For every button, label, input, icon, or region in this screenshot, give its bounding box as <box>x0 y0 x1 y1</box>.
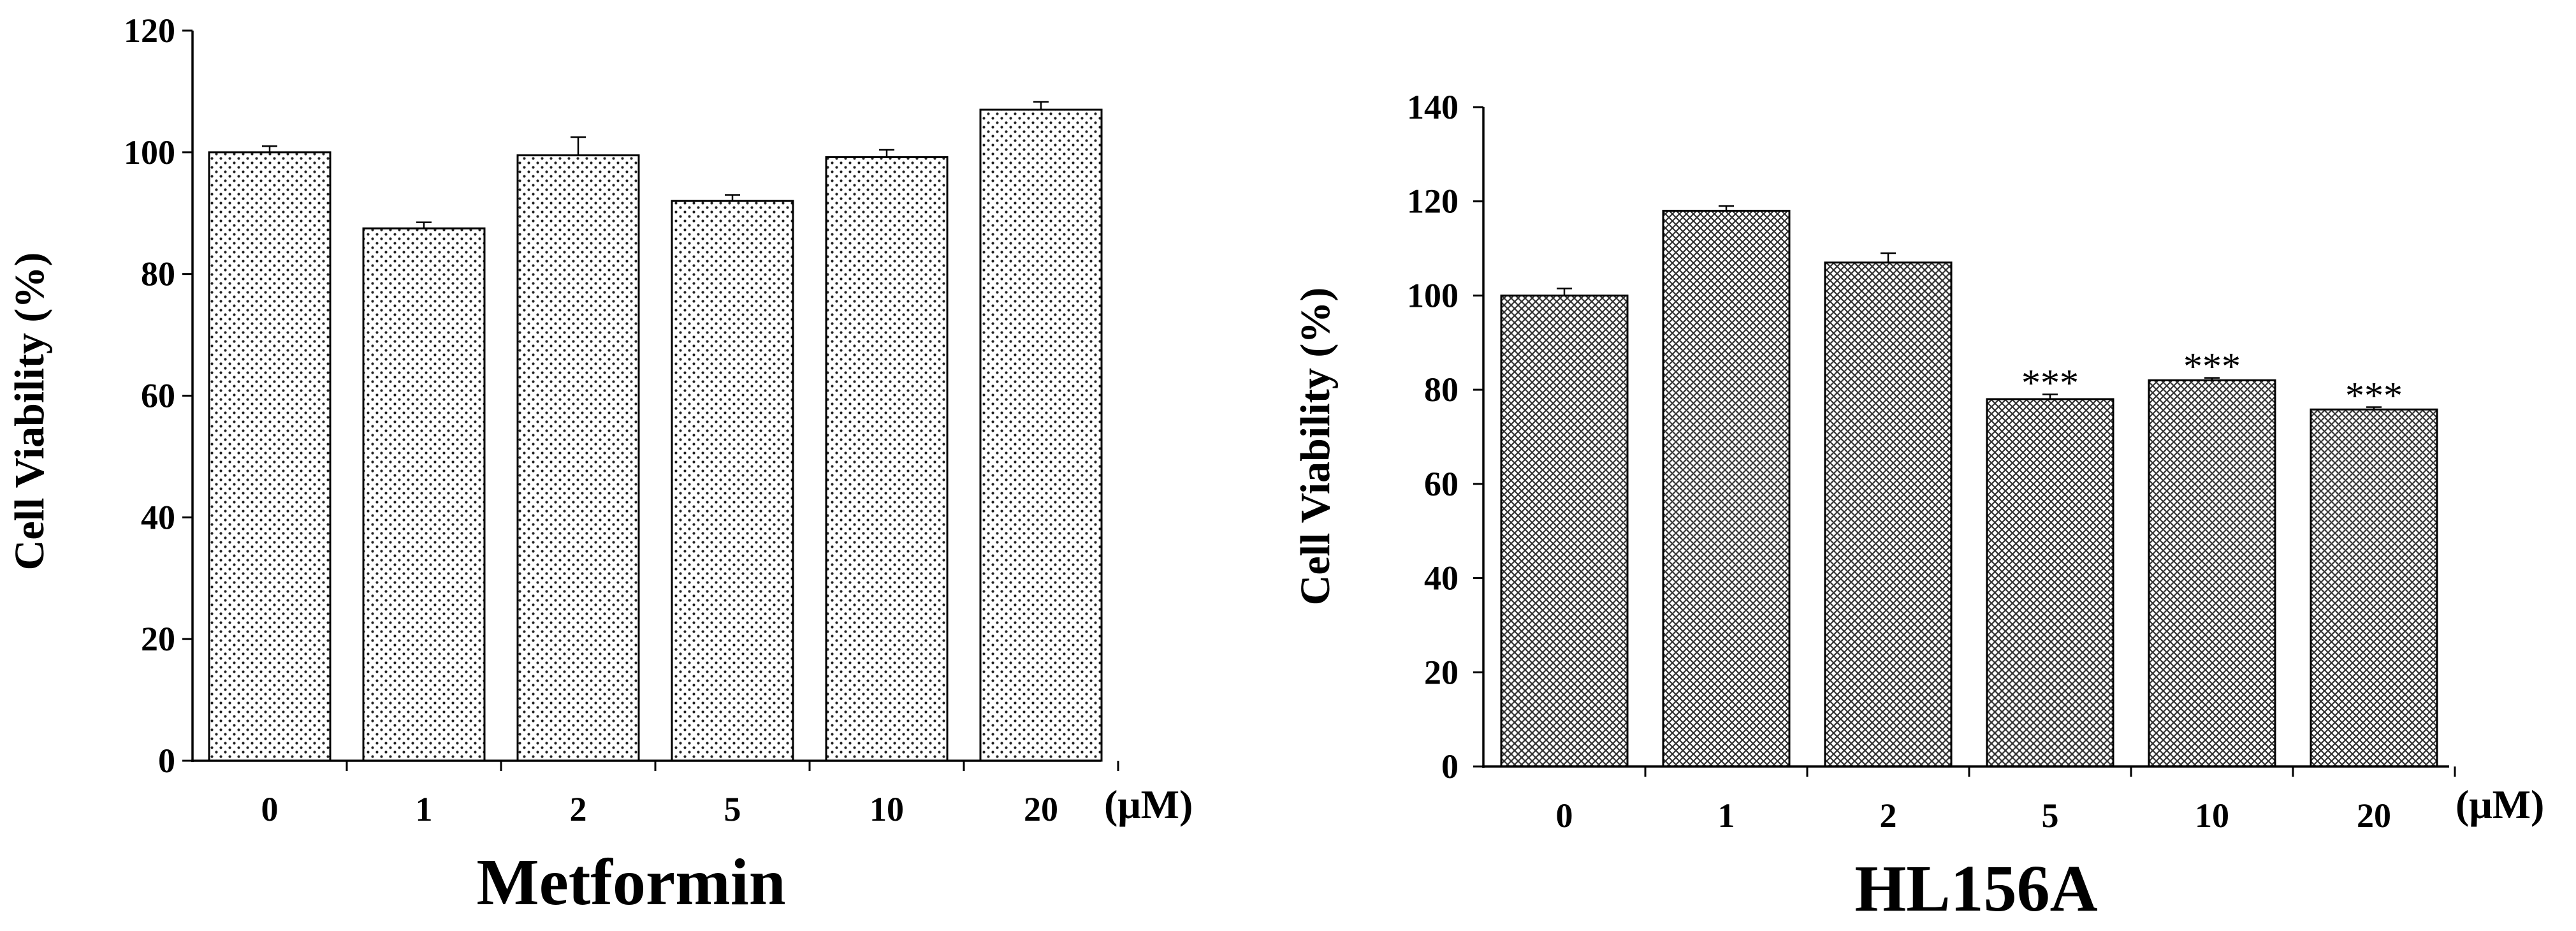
y-tick-label: 40 <box>1424 559 1459 597</box>
y-tick-label: 120 <box>124 11 175 50</box>
significance-label: *** <box>2021 362 2079 404</box>
bar <box>208 151 331 762</box>
metformin-chart: 0 20 40 60 80 100 120 0 1 2 5 10 20 Cell Viability … <box>6 11 1193 919</box>
x-tick-label: 2 <box>1880 796 1897 835</box>
bars <box>208 101 1103 762</box>
x-tick-label: 5 <box>724 790 741 828</box>
y-tick-label: 100 <box>1407 276 1459 314</box>
x-tick-label: 0 <box>261 790 279 828</box>
x-tick-label: 20 <box>1024 790 1058 828</box>
y-tick-label: 0 <box>158 742 175 780</box>
x-tick-label: 5 <box>2042 796 2059 835</box>
x-axis-title: Metformin <box>476 846 785 919</box>
x-tick-label: 0 <box>1556 796 1573 835</box>
significance-label: *** <box>2183 346 2241 388</box>
y-tick-label: 60 <box>1424 465 1459 503</box>
bar <box>2148 379 2276 768</box>
x-unit-label: (μM) <box>2456 782 2544 827</box>
y-tick-label: 0 <box>1441 747 1459 786</box>
bar <box>1662 209 1791 768</box>
bar <box>1500 294 1629 768</box>
bar <box>2310 408 2438 768</box>
bar <box>825 156 949 762</box>
y-tick-label: 20 <box>141 620 175 658</box>
x-tick-label: 2 <box>570 790 587 828</box>
x-tick-label: 1 <box>1718 796 1735 835</box>
x-tick-label: 10 <box>870 790 904 828</box>
bar <box>1986 398 2114 768</box>
x-tick-labels: 0 1 2 5 10 20 <box>1556 766 2456 835</box>
bar <box>671 200 794 762</box>
x-unit-label: (μM) <box>1104 782 1193 827</box>
x-tick-labels: 0 1 2 5 10 20 <box>261 761 1119 828</box>
x-tick-label: 10 <box>2195 796 2229 835</box>
bar <box>979 108 1103 762</box>
y-axis-label: Cell Viability (%) <box>1292 288 1339 606</box>
significance-label: *** <box>2345 374 2403 416</box>
y-tick-label: 100 <box>124 133 175 172</box>
y-axis-ticks: 0 20 40 60 80 100 120 140 <box>1407 88 1483 786</box>
y-tick-label: 80 <box>1424 370 1459 409</box>
y-tick-label: 80 <box>141 255 175 293</box>
y-tick-label: 60 <box>141 377 175 415</box>
y-tick-label: 40 <box>141 498 175 536</box>
bar <box>1824 261 1953 768</box>
y-tick-label: 120 <box>1407 182 1459 221</box>
bar <box>516 154 640 762</box>
y-tick-label: 20 <box>1424 653 1459 691</box>
y-tick-label: 140 <box>1407 88 1459 126</box>
bar <box>362 227 486 762</box>
x-axis-title: HL156A <box>1854 852 2097 925</box>
x-tick-label: 20 <box>2357 796 2391 835</box>
hl156a-chart: 0 20 40 60 80 100 120 140 *** *** *** 0 1 2 5 10 20 Ce… <box>1292 88 2544 925</box>
x-tick-label: 1 <box>416 790 433 828</box>
bars: *** *** *** <box>1500 205 2438 768</box>
y-axis-label: Cell Viability (%) <box>6 253 53 571</box>
y-axis-ticks: 0 20 40 60 80 100 120 <box>124 11 193 780</box>
